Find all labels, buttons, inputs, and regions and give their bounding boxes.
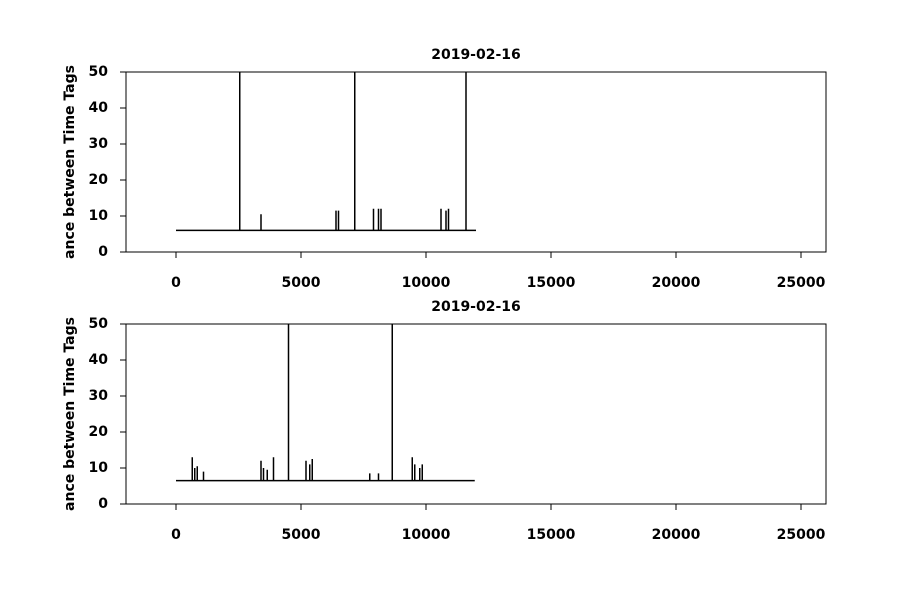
chart-title: 2019-02-16 bbox=[431, 47, 521, 63]
data-line bbox=[176, 72, 476, 232]
y-tick-label: 0 bbox=[98, 496, 108, 512]
subplot: 2019-02-16 ance between Time Tags 0 10 20 30 4… bbox=[62, 47, 827, 291]
y-tick-label: 20 bbox=[89, 424, 109, 440]
x-tick-label: 25000 bbox=[777, 275, 826, 291]
x-tick-label: 5000 bbox=[282, 275, 321, 291]
x-tick-label: 10000 bbox=[402, 275, 451, 291]
x-tick-label: 10000 bbox=[402, 527, 451, 543]
y-tick-label: 50 bbox=[89, 316, 109, 332]
y-tick-label: 10 bbox=[89, 208, 109, 224]
plot-frame bbox=[125, 71, 827, 253]
x-tick-label: 20000 bbox=[652, 275, 701, 291]
y-tick-label: 20 bbox=[89, 172, 109, 188]
y-tick-label: 10 bbox=[89, 460, 109, 476]
y-tick-label: 30 bbox=[89, 136, 109, 152]
data-line bbox=[176, 324, 475, 482]
y-axis-label: ance between Time Tags bbox=[62, 65, 78, 259]
y-tick-label: 40 bbox=[89, 100, 109, 116]
x-tick-label: 25000 bbox=[777, 527, 826, 543]
x-tick-label: 15000 bbox=[527, 275, 576, 291]
x-tick-label: 20000 bbox=[652, 527, 701, 543]
x-tick-label: 0 bbox=[171, 527, 181, 543]
subplot: 2019-02-16 ance between Time Tags 0 10 20 30 4… bbox=[62, 299, 827, 543]
chart-title: 2019-02-16 bbox=[431, 299, 521, 315]
y-tick-label: 0 bbox=[98, 244, 108, 260]
y-tick-label: 40 bbox=[89, 352, 109, 368]
plot-frame bbox=[125, 323, 827, 505]
y-axis-label: ance between Time Tags bbox=[62, 317, 78, 511]
y-tick-label: 50 bbox=[89, 64, 109, 80]
x-tick-label: 5000 bbox=[282, 527, 321, 543]
y-tick-label: 30 bbox=[89, 388, 109, 404]
x-tick-label: 15000 bbox=[527, 527, 576, 543]
x-tick-label: 0 bbox=[171, 275, 181, 291]
